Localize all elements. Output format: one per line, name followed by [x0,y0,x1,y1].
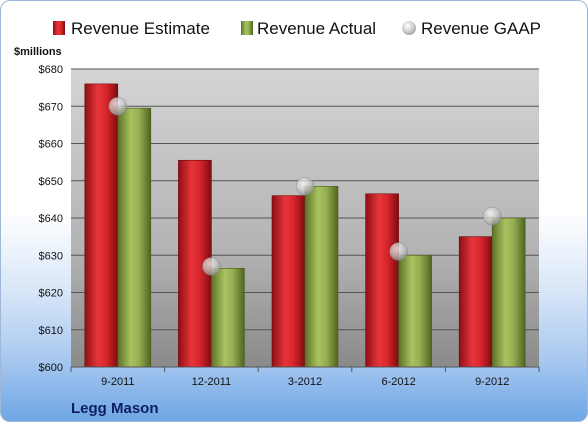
x-tick-label: 9-2011 [101,376,134,388]
x-tick-label: 12-2011 [192,376,232,388]
y-axis-ticks: $600 $610 $620 $630 $640 $650 $660 $670 $680 [39,64,63,374]
y-tick-label: $680 [39,64,63,76]
legend-label-gaap: Revenue GAAP [421,19,541,38]
marker-revenue-gaap [482,206,502,226]
bar-revenue-estimate [271,195,306,368]
y-unit-label: $millions [14,46,62,58]
bar-revenue-actual [117,107,152,368]
legend: Revenue Estimate Revenue Actual Revenue … [53,19,541,38]
gaap-markers [108,97,502,276]
x-tick-label: 3-2012 [288,376,322,388]
x-tick-label: 6-2012 [381,376,415,388]
bars [84,83,526,368]
marker-revenue-gaap [108,97,128,116]
marker-revenue-gaap [202,257,221,276]
marker-revenue-gaap [295,177,315,196]
bar-revenue-estimate [365,193,399,368]
bar-revenue-actual [491,217,526,368]
bar-revenue-estimate [458,236,493,368]
legend-label-estimate: Revenue Estimate [71,19,210,38]
bar-revenue-actual [211,267,245,368]
y-tick-label: $660 [39,139,63,151]
y-tick-label: $610 [39,325,63,337]
legend-label-actual: Revenue Actual [257,19,376,38]
company-label: Legg Mason [71,400,159,417]
y-tick-label: $640 [39,213,63,225]
marker-revenue-gaap [389,242,408,261]
x-axis-ticks: 9-2011 12-2011 3-2012 6-2012 9-2012 [70,367,540,388]
bar-revenue-actual [398,254,432,368]
legend-swatch-estimate [53,21,65,35]
y-tick-label: $630 [39,250,63,262]
legend-swatch-actual [241,21,253,35]
y-tick-label: $650 [39,176,63,188]
x-tick-label: 9-2012 [475,376,509,388]
y-tick-label: $600 [39,362,63,374]
y-tick-label: $620 [39,288,63,300]
bar-revenue-estimate [84,83,119,368]
bar-revenue-actual [304,186,339,368]
legend-marker-gaap [402,21,416,35]
y-tick-label: $670 [39,101,63,113]
